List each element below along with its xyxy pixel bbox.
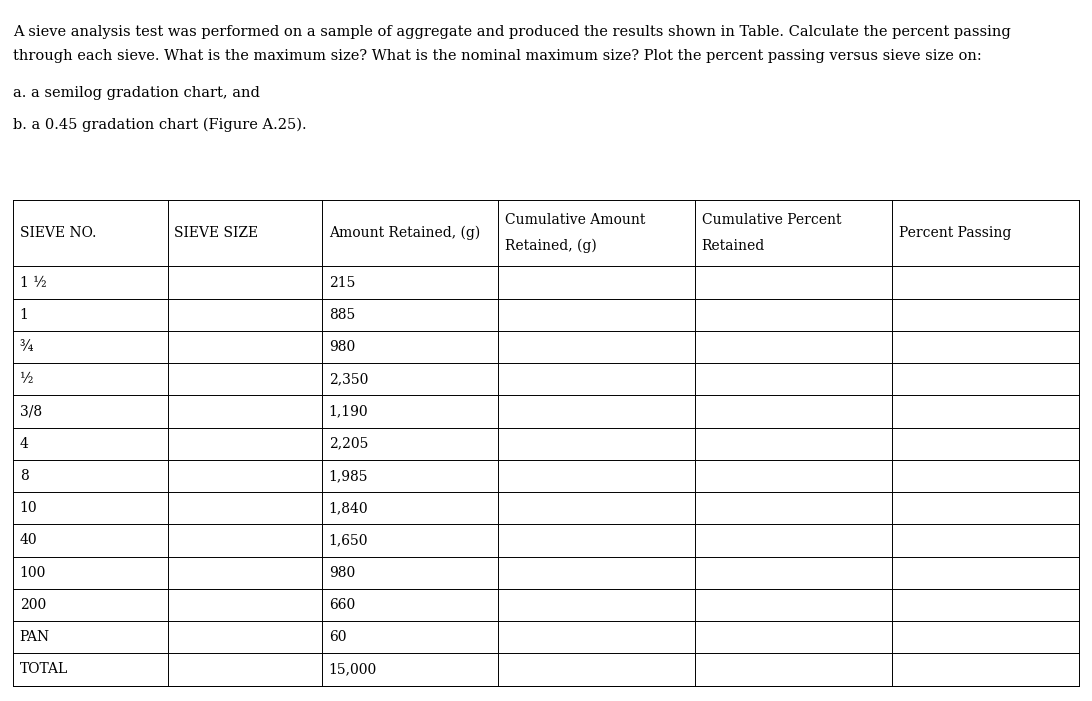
Text: 1,650: 1,650 (329, 533, 368, 547)
Text: 980: 980 (329, 340, 355, 354)
Text: Retained: Retained (702, 239, 765, 252)
Text: 200: 200 (20, 598, 46, 612)
Text: PAN: PAN (20, 630, 50, 644)
Text: ½: ½ (20, 372, 33, 386)
Text: 660: 660 (329, 598, 355, 612)
Text: 1 ½: 1 ½ (20, 275, 46, 290)
Text: TOTAL: TOTAL (20, 662, 68, 676)
Text: 3/8: 3/8 (20, 404, 41, 418)
Text: b. a 0.45 gradation chart (Figure A.25).: b. a 0.45 gradation chart (Figure A.25). (13, 118, 307, 132)
Text: ¾: ¾ (20, 340, 33, 354)
Text: 15,000: 15,000 (329, 662, 377, 676)
Text: through each sieve. What is the maximum size? What is the nominal maximum size? : through each sieve. What is the maximum … (13, 49, 982, 63)
Text: SIEVE SIZE: SIEVE SIZE (175, 226, 259, 240)
Text: 60: 60 (329, 630, 346, 644)
Text: SIEVE NO.: SIEVE NO. (20, 226, 96, 240)
Text: Cumulative Percent: Cumulative Percent (702, 214, 841, 227)
Text: 980: 980 (329, 566, 355, 580)
Text: 10: 10 (20, 501, 37, 515)
Text: 215: 215 (329, 275, 355, 290)
Text: 2,350: 2,350 (329, 372, 368, 386)
Text: 885: 885 (329, 308, 355, 322)
Text: Percent Passing: Percent Passing (899, 226, 1011, 240)
Text: 100: 100 (20, 566, 46, 580)
Text: 8: 8 (20, 469, 28, 483)
Text: Cumulative Amount: Cumulative Amount (505, 214, 645, 227)
Text: A sieve analysis test was performed on a sample of aggregate and produced the re: A sieve analysis test was performed on a… (13, 25, 1011, 39)
Text: 40: 40 (20, 533, 37, 547)
Text: 2,205: 2,205 (329, 437, 368, 451)
Text: 4: 4 (20, 437, 28, 451)
Text: Amount Retained, (g): Amount Retained, (g) (329, 226, 480, 240)
Text: Retained, (g): Retained, (g) (505, 238, 596, 253)
Text: a. a semilog gradation chart, and: a. a semilog gradation chart, and (13, 86, 260, 100)
Text: 1,840: 1,840 (329, 501, 368, 515)
Text: 1: 1 (20, 308, 28, 322)
Text: 1,985: 1,985 (329, 469, 368, 483)
Text: 1,190: 1,190 (329, 404, 368, 418)
